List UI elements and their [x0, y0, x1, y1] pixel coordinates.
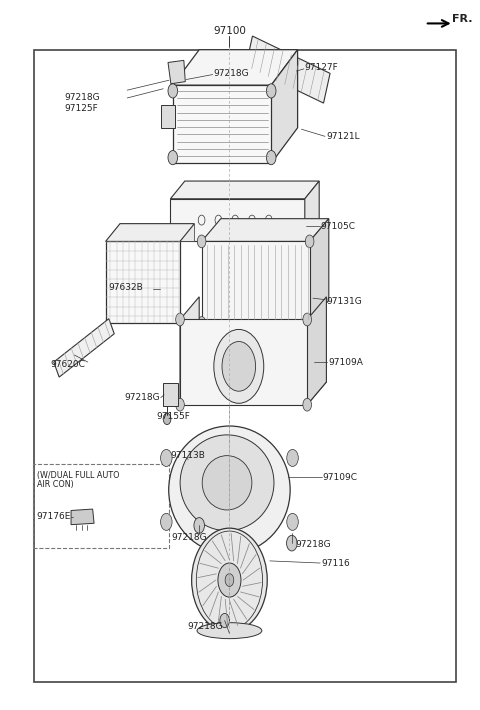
Polygon shape	[168, 60, 185, 84]
Bar	[170, 199, 305, 241]
Text: 97218G: 97218G	[172, 533, 207, 542]
Circle shape	[214, 329, 264, 403]
Text: 97113B: 97113B	[170, 452, 205, 460]
Text: AIR CON): AIR CON)	[37, 481, 74, 489]
Text: 97632B: 97632B	[108, 283, 143, 292]
Circle shape	[197, 235, 206, 248]
Polygon shape	[305, 181, 319, 241]
Text: 97127F: 97127F	[305, 63, 338, 72]
Text: FR.: FR.	[452, 14, 473, 24]
Polygon shape	[180, 224, 194, 241]
Circle shape	[225, 574, 234, 586]
Circle shape	[197, 317, 206, 329]
Polygon shape	[283, 224, 298, 241]
Text: 97176E: 97176E	[36, 513, 71, 521]
Polygon shape	[310, 219, 329, 323]
Text: 97218G: 97218G	[295, 540, 331, 549]
Text: 97125F: 97125F	[65, 104, 98, 113]
Polygon shape	[173, 50, 298, 85]
Circle shape	[266, 151, 276, 165]
Ellipse shape	[197, 623, 262, 639]
Text: 97620C: 97620C	[50, 360, 85, 368]
Circle shape	[287, 535, 297, 551]
Text: 97218G: 97218G	[187, 622, 223, 630]
Ellipse shape	[202, 456, 252, 510]
Polygon shape	[170, 181, 319, 199]
Ellipse shape	[180, 435, 274, 531]
Circle shape	[305, 317, 314, 329]
Bar	[161, 105, 175, 128]
Circle shape	[218, 563, 241, 597]
Text: (W/DUAL FULL AUTO: (W/DUAL FULL AUTO	[37, 471, 120, 480]
Polygon shape	[54, 319, 114, 377]
Circle shape	[303, 313, 312, 326]
Text: 97109A: 97109A	[329, 358, 364, 366]
Polygon shape	[246, 36, 330, 103]
Circle shape	[266, 84, 276, 98]
Circle shape	[168, 84, 178, 98]
Polygon shape	[307, 297, 326, 405]
Polygon shape	[180, 382, 326, 405]
Bar	[202, 241, 310, 323]
Circle shape	[161, 513, 172, 530]
Circle shape	[287, 449, 298, 466]
Text: 97116: 97116	[322, 559, 350, 567]
Text: 97155F: 97155F	[156, 413, 190, 421]
Circle shape	[163, 413, 171, 425]
Circle shape	[303, 398, 312, 411]
Bar	[34, 50, 456, 682]
Text: 97109C: 97109C	[323, 473, 358, 481]
Polygon shape	[180, 297, 199, 405]
Bar	[106, 241, 180, 323]
Text: 97105C: 97105C	[321, 222, 356, 231]
Circle shape	[176, 398, 184, 411]
Circle shape	[305, 235, 314, 248]
Bar	[33, 464, 169, 548]
Polygon shape	[173, 85, 271, 163]
Bar	[163, 383, 178, 406]
Circle shape	[194, 518, 204, 533]
Text: 97218G: 97218G	[65, 94, 100, 102]
Text: 97121L: 97121L	[326, 132, 360, 141]
Polygon shape	[202, 219, 329, 241]
Circle shape	[287, 513, 298, 530]
Circle shape	[220, 613, 229, 628]
Text: 97100: 97100	[213, 26, 246, 36]
Ellipse shape	[192, 528, 267, 632]
Text: 97218G: 97218G	[125, 393, 160, 402]
Circle shape	[161, 449, 172, 466]
Polygon shape	[187, 447, 207, 469]
Polygon shape	[180, 320, 307, 405]
Ellipse shape	[168, 426, 290, 554]
Text: 97131G: 97131G	[326, 297, 362, 305]
Polygon shape	[71, 509, 94, 525]
Text: 97218G: 97218G	[214, 69, 249, 77]
Circle shape	[176, 313, 184, 326]
Circle shape	[222, 342, 256, 391]
Circle shape	[168, 151, 178, 165]
Polygon shape	[106, 224, 194, 241]
Polygon shape	[271, 50, 298, 163]
